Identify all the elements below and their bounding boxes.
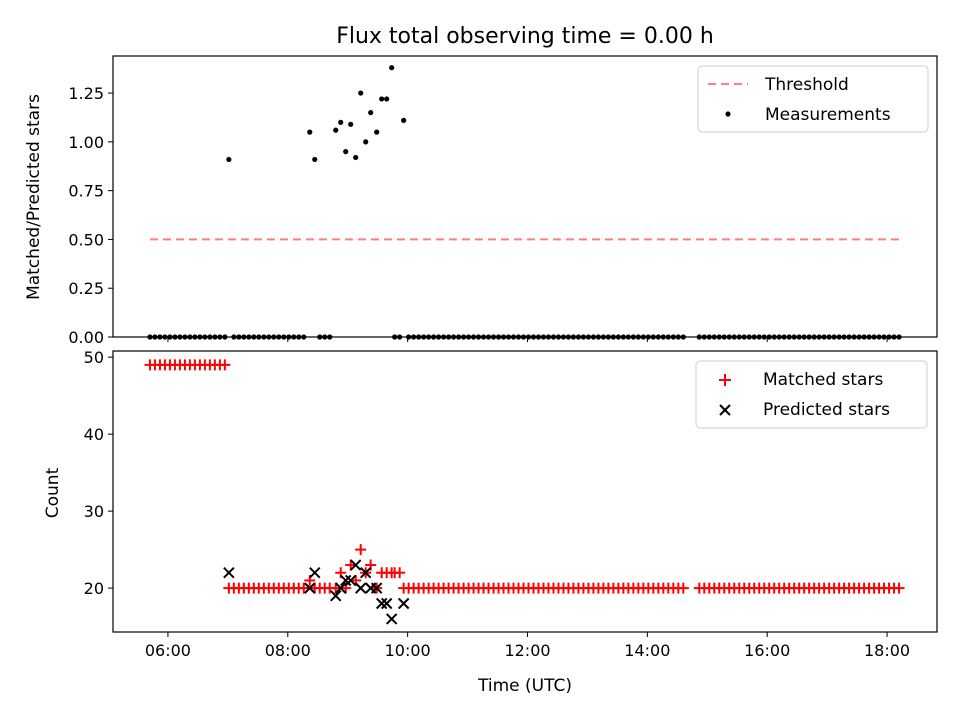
top-y-tick-label: 0.25 bbox=[68, 279, 104, 298]
predicted-point-b bbox=[354, 582, 367, 594]
matched-point bbox=[355, 544, 367, 556]
bottom-x-tick-label: 16:00 bbox=[744, 641, 790, 660]
bottom-y-tick-label: 40 bbox=[84, 425, 104, 444]
top-y-tick-label: 0.50 bbox=[68, 230, 104, 249]
top-y-tick-label: 0.75 bbox=[68, 182, 104, 201]
predicted-point-b bbox=[345, 574, 357, 587]
matched-point bbox=[298, 582, 310, 594]
bottom-plot-area: 06:00 08:00 10:00 12:00 14:00 16:00 18:00 20 30 4… bbox=[84, 348, 910, 660]
measurement-point bbox=[374, 129, 380, 135]
predicted-point bbox=[385, 613, 398, 625]
bottom-x-tick-label: 14:00 bbox=[624, 641, 670, 660]
bottom-x-tick-label: 18:00 bbox=[864, 641, 910, 660]
predicted-legend-label: Predicted stars bbox=[763, 400, 890, 420]
predicted-point bbox=[340, 574, 352, 587]
top-y-tick-label: 0.00 bbox=[68, 328, 104, 347]
measurement-point bbox=[333, 127, 339, 133]
measurement-point bbox=[338, 119, 344, 125]
predicted-point bbox=[359, 567, 372, 579]
measurements-legend-label: Measurements bbox=[765, 105, 891, 125]
matched-point bbox=[386, 567, 398, 579]
matched-point bbox=[677, 582, 689, 594]
predicted-point-b bbox=[397, 597, 410, 610]
predicted-point-b bbox=[380, 597, 393, 610]
bottom-x-tick-label: 08:00 bbox=[265, 641, 311, 660]
measurement-point bbox=[307, 129, 313, 135]
predicted-point bbox=[370, 582, 383, 594]
predicted-point-b bbox=[223, 567, 235, 579]
top-panel: Matched/Predicted stars 0.00 0.25 0.50 0.75… bbox=[24, 55, 938, 347]
predicted-point bbox=[345, 574, 357, 587]
bottom-panel: Count 06:00 08:00 10:00 12:00 14:00 16:00 18:0… bbox=[43, 348, 938, 696]
top-axes-frame bbox=[112, 55, 938, 338]
predicted-point-b bbox=[309, 567, 321, 579]
bottom-legend-box bbox=[695, 360, 928, 429]
matched-legend-label: Matched stars bbox=[763, 370, 883, 390]
predicted-point bbox=[349, 559, 362, 571]
top-y-axis-label: Matched/Predicted stars bbox=[24, 94, 44, 300]
predicted-point bbox=[397, 597, 410, 610]
measurement-point bbox=[343, 149, 349, 155]
predicted-point-b bbox=[349, 559, 362, 571]
predicted-point-b bbox=[359, 567, 372, 579]
matched-point bbox=[893, 582, 905, 594]
top-y-tick-label: 1.25 bbox=[68, 84, 104, 103]
measurement-point bbox=[226, 156, 232, 163]
measurement-point bbox=[384, 96, 390, 102]
bottom-x-tick-label: 12:00 bbox=[504, 641, 550, 660]
top-y-tick-label: 1.00 bbox=[68, 133, 104, 152]
measurements-legend-marker bbox=[725, 111, 731, 117]
measurement-point bbox=[389, 65, 395, 71]
predicted-point-b bbox=[304, 582, 316, 594]
measurement-point bbox=[401, 117, 407, 123]
predicted-point bbox=[330, 590, 342, 602]
measurement-point bbox=[363, 139, 369, 145]
measurement-point bbox=[379, 96, 385, 102]
x-axis-label: Time (UTC) bbox=[477, 676, 572, 696]
bottom-y-tick-label: 30 bbox=[84, 502, 104, 521]
predicted-point bbox=[335, 582, 347, 594]
measurement-point bbox=[312, 156, 318, 163]
measurement-point bbox=[353, 154, 359, 161]
bottom-y-tick-label: 20 bbox=[84, 579, 104, 598]
top-legend: Threshold Measurements bbox=[697, 65, 929, 133]
top-legend-box bbox=[697, 65, 929, 133]
matched-point bbox=[219, 359, 231, 371]
predicted-point bbox=[223, 567, 235, 579]
predicted-point-b bbox=[375, 597, 388, 610]
predicted-point-b bbox=[335, 582, 347, 594]
predicted-point bbox=[304, 582, 316, 594]
measurement-point bbox=[358, 90, 364, 96]
predicted-legend-marker bbox=[719, 404, 731, 416]
predicted-point bbox=[309, 567, 321, 579]
matched-legend-marker bbox=[719, 374, 731, 386]
bottom-legend: Matched stars Predicted stars bbox=[695, 360, 928, 429]
predicted-point-b bbox=[370, 582, 383, 594]
measurement-point bbox=[348, 121, 354, 127]
bottom-x-tick-label: 10:00 bbox=[385, 641, 431, 660]
predicted-point bbox=[380, 597, 393, 610]
predicted-point bbox=[375, 597, 388, 610]
bottom-axes-frame bbox=[112, 350, 938, 633]
bottom-x-tick-label: 06:00 bbox=[145, 641, 191, 660]
predicted-point-b bbox=[330, 590, 342, 602]
measurement-point bbox=[368, 109, 374, 116]
bottom-y-axis-label: Count bbox=[43, 467, 63, 518]
matched-point bbox=[398, 582, 410, 594]
bottom-y-tick-label: 50 bbox=[84, 348, 104, 367]
chart-title: Flux total observing time = 0.00 h bbox=[336, 24, 714, 49]
predicted-point-b bbox=[340, 574, 352, 587]
predicted-point-b bbox=[385, 613, 398, 625]
threshold-legend-label: Threshold bbox=[764, 75, 849, 95]
predicted-point bbox=[354, 582, 367, 594]
